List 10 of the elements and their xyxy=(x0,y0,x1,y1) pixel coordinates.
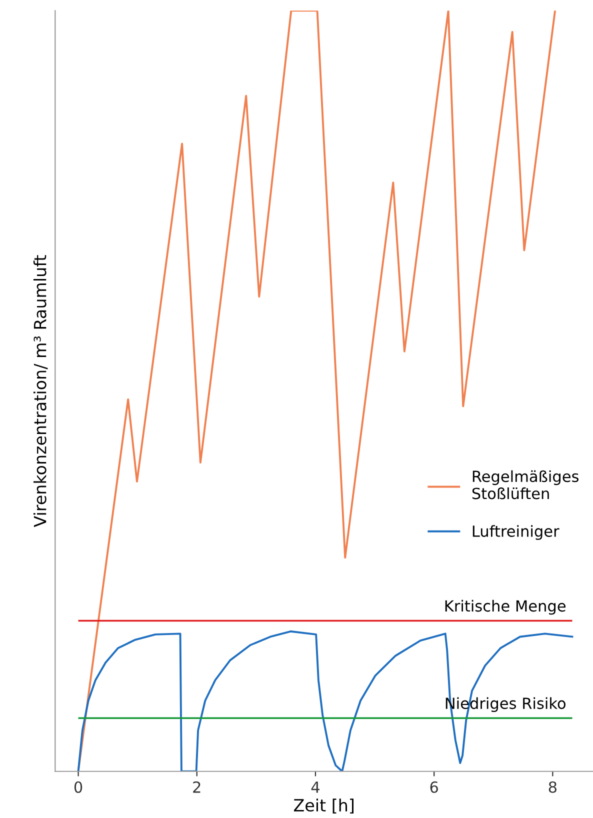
ref-line-label: Kritische Menge xyxy=(445,600,566,615)
x-axis-title: Zeit [h] xyxy=(294,798,354,814)
legend-label: Luftreiniger xyxy=(472,525,560,540)
x-tick-label: 8 xyxy=(548,781,556,793)
x-tick-label: 2 xyxy=(193,781,200,793)
legend-label: Regelmäßiges Stoßlüften xyxy=(472,470,578,500)
x-tick-label: 0 xyxy=(74,781,82,793)
y-axis-title: Virenkonzentration/ m³ Raumluft xyxy=(33,255,48,528)
x-tick-label: 6 xyxy=(430,781,438,793)
x-tick-label: 4 xyxy=(311,782,320,793)
